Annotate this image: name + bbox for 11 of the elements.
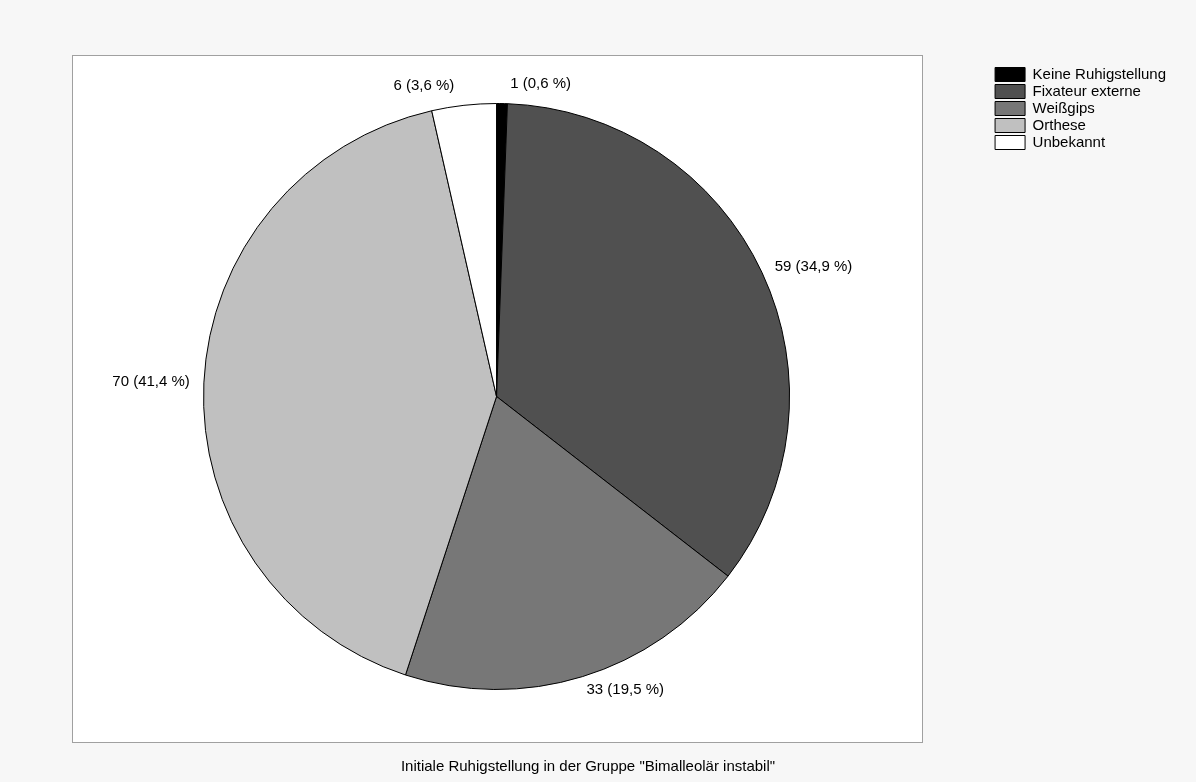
data-label: 1 (0,6 %) (510, 73, 572, 91)
legend-label: Weißgips (1032, 98, 1095, 116)
data-label: 59 (34,9 %) (774, 256, 853, 274)
legend-label: Unbekannt (1032, 132, 1106, 150)
legend-label: Orthese (1032, 115, 1086, 133)
data-label: 6 (3,6 %) (393, 75, 455, 93)
data-label: 70 (41,4 %) (112, 372, 190, 390)
text: Initiale Ruhigstellung in der Gruppe "Bimalleolär instabil" (400, 757, 776, 775)
legend-label: Fixateur externe (1032, 81, 1141, 99)
data-label: 33 (19,5 %) (586, 680, 665, 698)
legend-label: Keine Ruhigstellung (1032, 64, 1167, 82)
